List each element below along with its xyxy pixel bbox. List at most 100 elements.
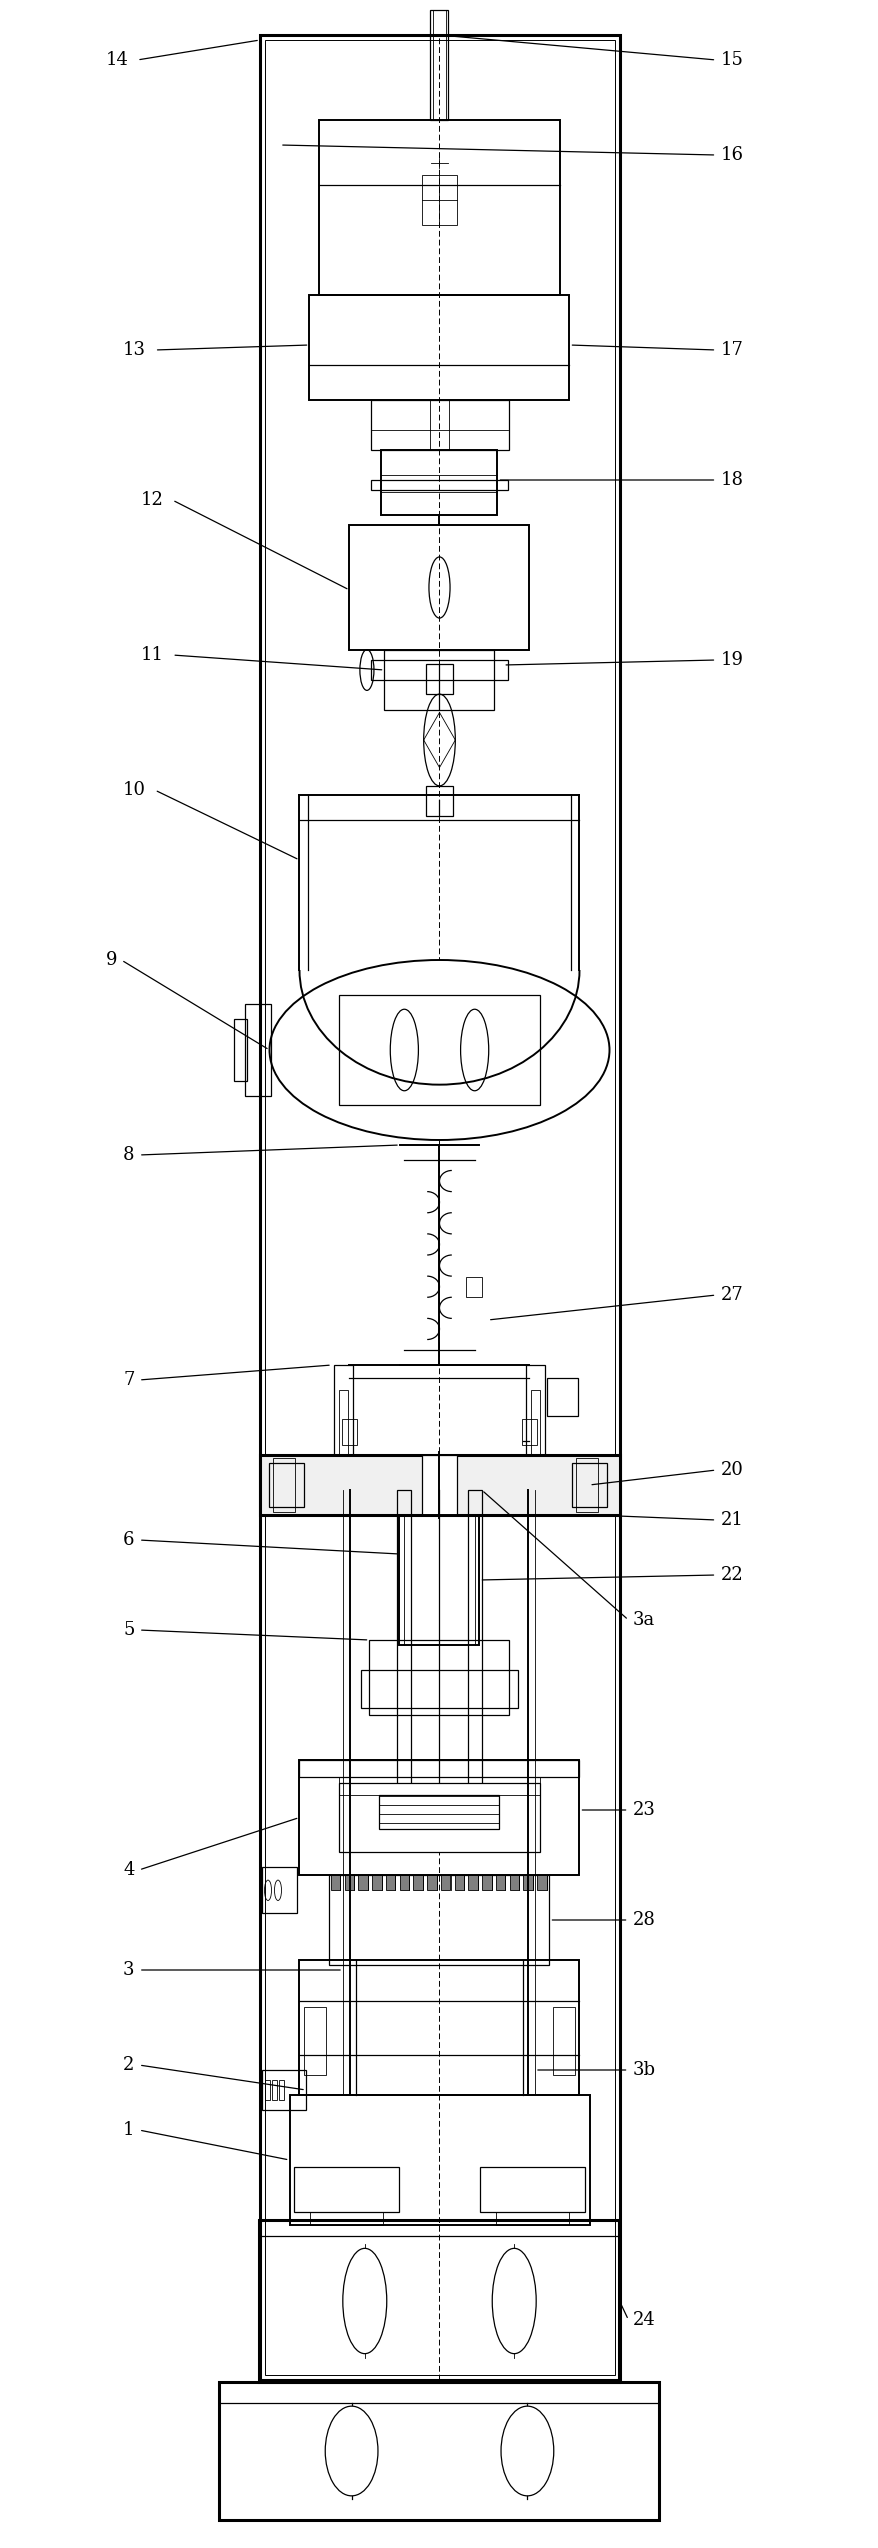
Ellipse shape (325, 2405, 378, 2497)
Bar (262, 1868, 297, 1914)
Bar (371, 400, 507, 451)
Text: 19: 19 (720, 650, 743, 670)
Bar (339, 1779, 539, 1794)
Bar (342, 1419, 356, 1445)
Bar (530, 1391, 539, 1455)
Text: 9: 9 (105, 950, 117, 968)
Text: 21: 21 (720, 1511, 743, 1529)
Bar (309, 2212, 383, 2224)
Bar (468, 1875, 478, 1891)
Bar (273, 1457, 295, 1514)
Bar (339, 996, 539, 1106)
Bar (299, 1761, 579, 1875)
Text: 5: 5 (123, 1621, 134, 1638)
Bar (495, 2212, 569, 2224)
Text: 6: 6 (123, 1531, 134, 1549)
Text: 12: 12 (140, 492, 163, 510)
Bar (465, 1277, 481, 1297)
Bar (334, 1366, 353, 1455)
Ellipse shape (342, 2247, 386, 2354)
Text: 22: 22 (720, 1567, 743, 1585)
Text: 13: 13 (123, 341, 146, 359)
Bar (441, 1875, 450, 1891)
Bar (304, 2008, 326, 2074)
Bar (399, 1516, 479, 1646)
Bar (259, 2219, 619, 2382)
Text: 15: 15 (720, 51, 743, 69)
Bar (319, 120, 559, 296)
Bar (571, 1463, 606, 1508)
Bar (262, 2069, 306, 2110)
Bar (358, 1875, 368, 1891)
Bar (525, 1366, 544, 1455)
Bar (385, 1875, 395, 1891)
Bar (371, 660, 507, 680)
Bar (371, 479, 507, 489)
Bar (278, 2079, 284, 2100)
Bar (552, 2008, 574, 2074)
Bar (271, 2079, 277, 2100)
Ellipse shape (492, 2247, 536, 2354)
Bar (427, 1875, 436, 1891)
Text: 23: 23 (632, 1801, 655, 1819)
Text: 10: 10 (123, 782, 146, 800)
Bar (371, 1875, 381, 1891)
Text: 8: 8 (123, 1147, 134, 1164)
Bar (293, 2166, 399, 2212)
Text: 14: 14 (105, 51, 128, 69)
Text: 24: 24 (632, 2311, 655, 2329)
Bar (299, 1959, 579, 2094)
Bar (421, 173, 457, 224)
Bar (509, 1875, 519, 1891)
Bar (260, 1455, 619, 1516)
Text: 3b: 3b (632, 2061, 655, 2079)
Bar (234, 1019, 247, 1080)
Bar (384, 650, 494, 711)
Text: 11: 11 (140, 647, 163, 665)
Bar (399, 1875, 409, 1891)
Text: 7: 7 (123, 1371, 134, 1389)
Bar (289, 2094, 589, 2224)
Bar (397, 1491, 411, 1819)
Bar (349, 525, 529, 650)
Bar (339, 1784, 539, 1852)
Bar (344, 1875, 354, 1891)
Bar (309, 296, 569, 400)
Text: 3a: 3a (632, 1610, 654, 1628)
Ellipse shape (270, 961, 608, 1139)
Text: 17: 17 (720, 341, 743, 359)
Bar (536, 1875, 546, 1891)
Bar (454, 1875, 464, 1891)
Bar (421, 1455, 457, 1516)
Bar (220, 2382, 658, 2520)
Bar (381, 451, 497, 515)
Bar (245, 1004, 271, 1096)
Text: 3: 3 (123, 1962, 134, 1980)
Bar (379, 1794, 499, 1829)
Bar (575, 1457, 597, 1514)
Bar (360, 1669, 518, 1707)
Text: 2: 2 (123, 2056, 134, 2074)
Bar (413, 1875, 422, 1891)
Bar (265, 41, 614, 2375)
Bar (546, 1378, 577, 1417)
Bar (299, 1761, 579, 1779)
Bar (264, 2079, 270, 2100)
Bar (330, 1875, 340, 1891)
Text: 27: 27 (720, 1287, 743, 1305)
Bar (522, 1419, 536, 1445)
Bar (430, 10, 448, 120)
Ellipse shape (500, 2405, 553, 2497)
Bar (269, 1463, 304, 1508)
Text: 1: 1 (123, 2120, 134, 2138)
Bar (495, 1875, 505, 1891)
Text: 28: 28 (632, 1911, 655, 1929)
Bar (260, 36, 619, 2380)
Text: 16: 16 (720, 145, 743, 163)
Bar (467, 1491, 481, 1819)
Bar (426, 662, 452, 693)
Bar (481, 1875, 491, 1891)
Bar (339, 1391, 348, 1455)
Text: 4: 4 (123, 1860, 134, 1878)
Text: 18: 18 (720, 471, 743, 489)
